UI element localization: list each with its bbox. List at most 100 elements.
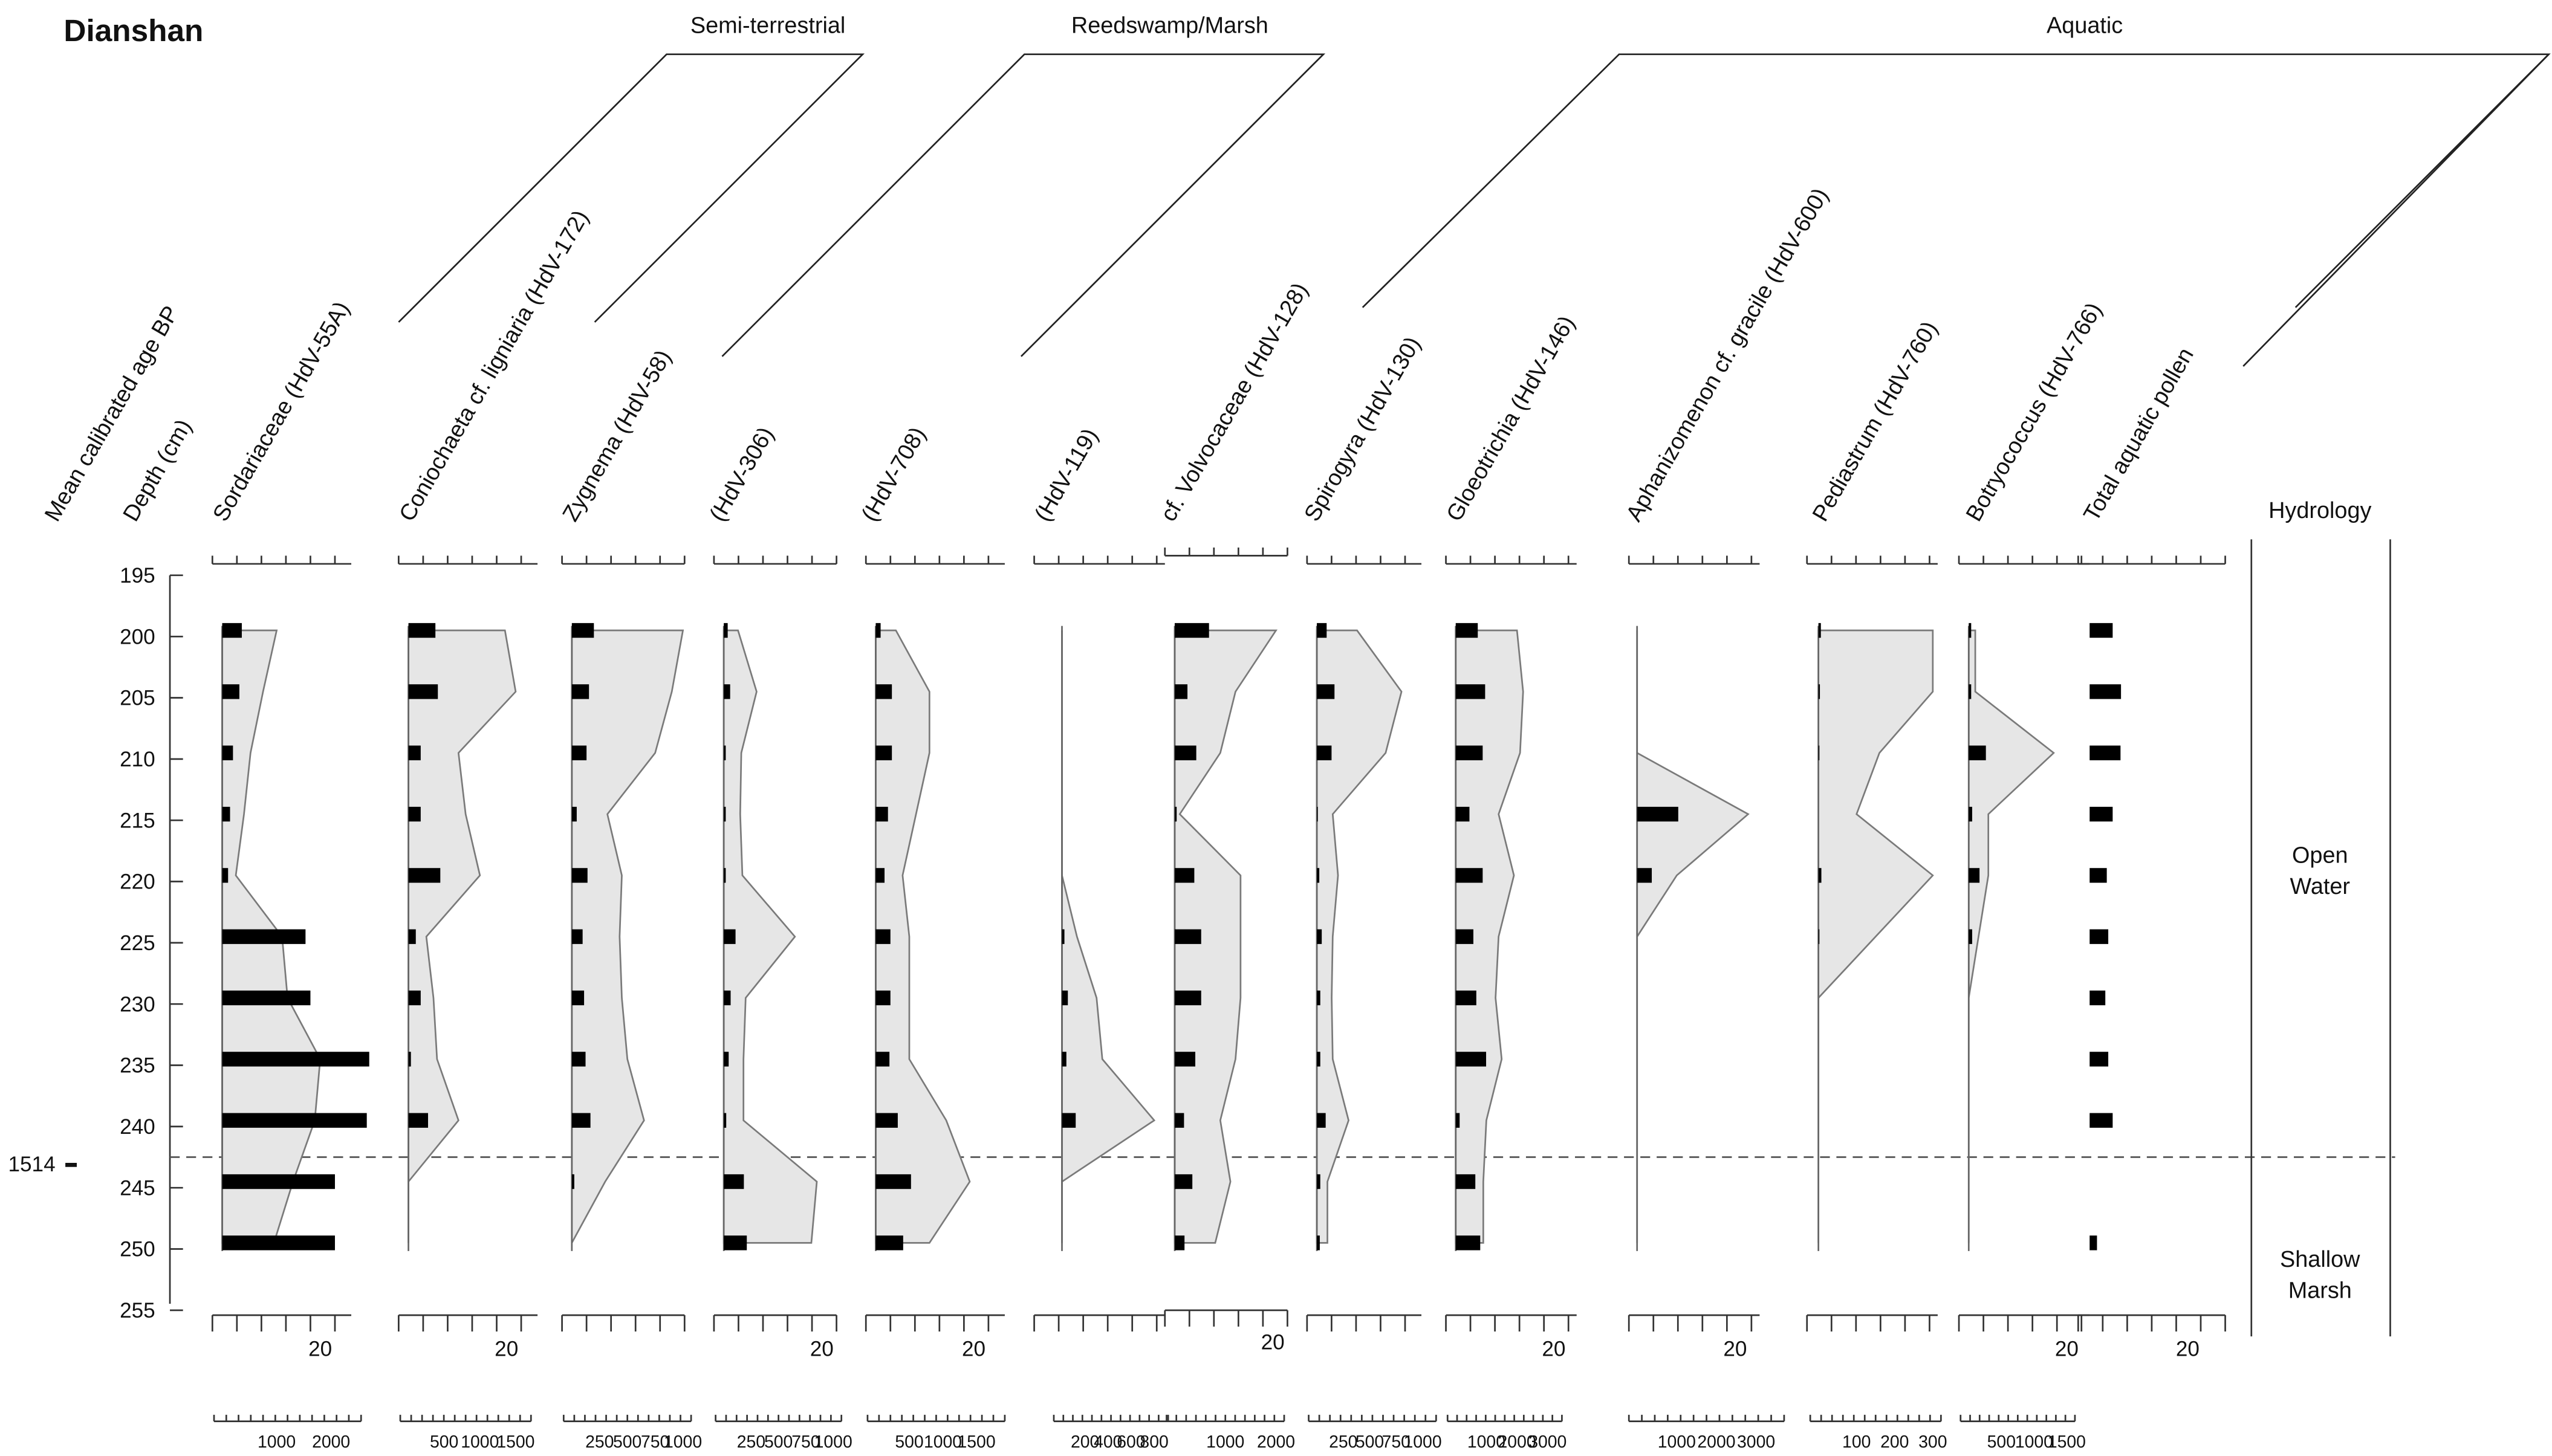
percent-bar (1317, 990, 1320, 1006)
conc-tick-label: 500 (430, 1432, 458, 1452)
percent-scale-label: 20 (810, 1338, 834, 1361)
depth-axis: 195 200 205 210 215 220 225 230 235 240 245 250 255 (120, 564, 183, 1322)
percent-bar (2089, 1113, 2113, 1128)
conc-tick-label: 300 (1918, 1432, 1947, 1452)
depth-tick-label: 195 (120, 564, 155, 587)
group-connector (2242, 53, 2550, 367)
concentration-curve (407, 629, 517, 1243)
hydrology-zone-label: Open Water (2290, 843, 2350, 899)
conc-tick-label: 2000 (312, 1432, 350, 1452)
conc-tick-label: 400 (1094, 1432, 1122, 1452)
percent-bar (1317, 745, 1332, 760)
percent-bar (1174, 745, 1196, 760)
percent-bar (724, 990, 731, 1006)
percent-bar (1818, 745, 1820, 760)
percent-bar (2089, 1235, 2097, 1251)
percent-bar (1969, 868, 1980, 883)
percent-bar (408, 623, 436, 638)
conc-tick-label: 250 (585, 1432, 614, 1452)
conc-tick-label: 750 (641, 1432, 669, 1452)
depth-tick-label: 210 (120, 748, 155, 771)
concentration-curve (722, 629, 818, 1244)
percent-bar (875, 745, 892, 760)
group-bracket (1362, 53, 2551, 308)
percent-bar (875, 1052, 890, 1067)
group-bracket (721, 53, 1326, 357)
percent-bar (724, 868, 726, 883)
percent-bar (1969, 929, 1972, 944)
conc-tick-label: 1000 (1206, 1432, 1244, 1452)
percent-bar (1174, 868, 1195, 883)
percent-bar (1455, 1113, 1460, 1128)
concentration-curve (1455, 629, 1524, 1244)
percent-scale-label: 20 (962, 1338, 985, 1361)
column-label: Botryococcus (HdV-766) (1961, 299, 2107, 526)
depth-tick-label: 220 (120, 870, 155, 894)
group-bracket (398, 53, 865, 323)
percent-bar (571, 623, 594, 638)
column-label: cf. Volvocaceae (HdV-128) (1156, 279, 1313, 526)
percent-bar (875, 806, 888, 822)
percent-bar (222, 929, 306, 944)
concentration-curve (1636, 630, 1750, 1243)
percent-bar (1317, 806, 1318, 822)
percent-bar (1174, 1174, 1193, 1189)
percent-scale-label: 20 (1723, 1338, 1747, 1361)
conc-tick-label: 2000 (1257, 1432, 1295, 1452)
column-label: (HdV-708) (857, 423, 931, 526)
percent-bar (571, 745, 587, 760)
percent-bar (222, 1235, 335, 1251)
depth-tick-label: 235 (120, 1054, 155, 1078)
percent-bar (1174, 806, 1177, 822)
percent-bar (875, 868, 885, 883)
percent-bar (222, 806, 230, 822)
percent-bar (571, 1174, 574, 1189)
percent-scale-label: 20 (2176, 1338, 2200, 1361)
percent-bar (1455, 806, 1470, 822)
depth-tick-label: 205 (120, 687, 155, 710)
column-group: 20 1000 2000 (211, 555, 369, 1452)
group-label: Reedswamp/Marsh (1071, 13, 1268, 39)
percent-bar (1317, 623, 1327, 638)
percent-bar (1317, 1235, 1320, 1251)
column-group: 20 1000 2000 (1164, 547, 1295, 1452)
conc-tick-label: 2000 (1498, 1432, 1536, 1452)
conc-tick-label: 3000 (1737, 1432, 1775, 1452)
percent-bar (1818, 868, 1822, 883)
conc-tick-label: 600 (1117, 1432, 1145, 1452)
percent-bar (1174, 1113, 1184, 1128)
conc-tick-label: 2000 (1697, 1432, 1735, 1452)
percent-bar (2089, 929, 2109, 944)
percent-bar (222, 1052, 369, 1067)
percent-bar (408, 929, 416, 944)
chart-title: Dianshan (63, 13, 203, 48)
conc-tick-label: 250 (1329, 1432, 1357, 1452)
conc-tick-label: 100 (1842, 1432, 1871, 1452)
percent-bar (1174, 1052, 1196, 1067)
percent-bar (408, 745, 421, 760)
column-label: (HdV-119) (1030, 424, 1103, 526)
percent-bar (724, 1235, 747, 1251)
percent-bar (222, 1174, 335, 1189)
conc-tick-label: 200 (1071, 1432, 1099, 1452)
concentration-curve (1316, 629, 1403, 1244)
percent-bar (408, 684, 438, 699)
percent-bar (408, 990, 421, 1006)
percent-bar (875, 1113, 898, 1128)
percent-bar (571, 1113, 591, 1128)
percent-bar (724, 806, 726, 822)
concentration-curve (875, 629, 971, 1244)
hydrology-label: Hydrology (2268, 498, 2371, 523)
percent-bar (408, 806, 421, 822)
age-marker-label: 1514 (8, 1153, 56, 1176)
percent-scale-label: 20 (495, 1338, 518, 1361)
percent-bar (2089, 623, 2113, 638)
conc-tick-label: 1000 (1404, 1432, 1442, 1452)
group-label: Aquatic (2047, 13, 2123, 39)
percent-bar (1062, 990, 1068, 1006)
percent-bar (1969, 684, 1972, 699)
depth-tick-label: 250 (120, 1238, 155, 1261)
